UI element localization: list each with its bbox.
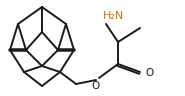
Text: O: O bbox=[92, 81, 100, 91]
Text: H₂N: H₂N bbox=[103, 11, 124, 21]
Text: O: O bbox=[145, 68, 153, 78]
